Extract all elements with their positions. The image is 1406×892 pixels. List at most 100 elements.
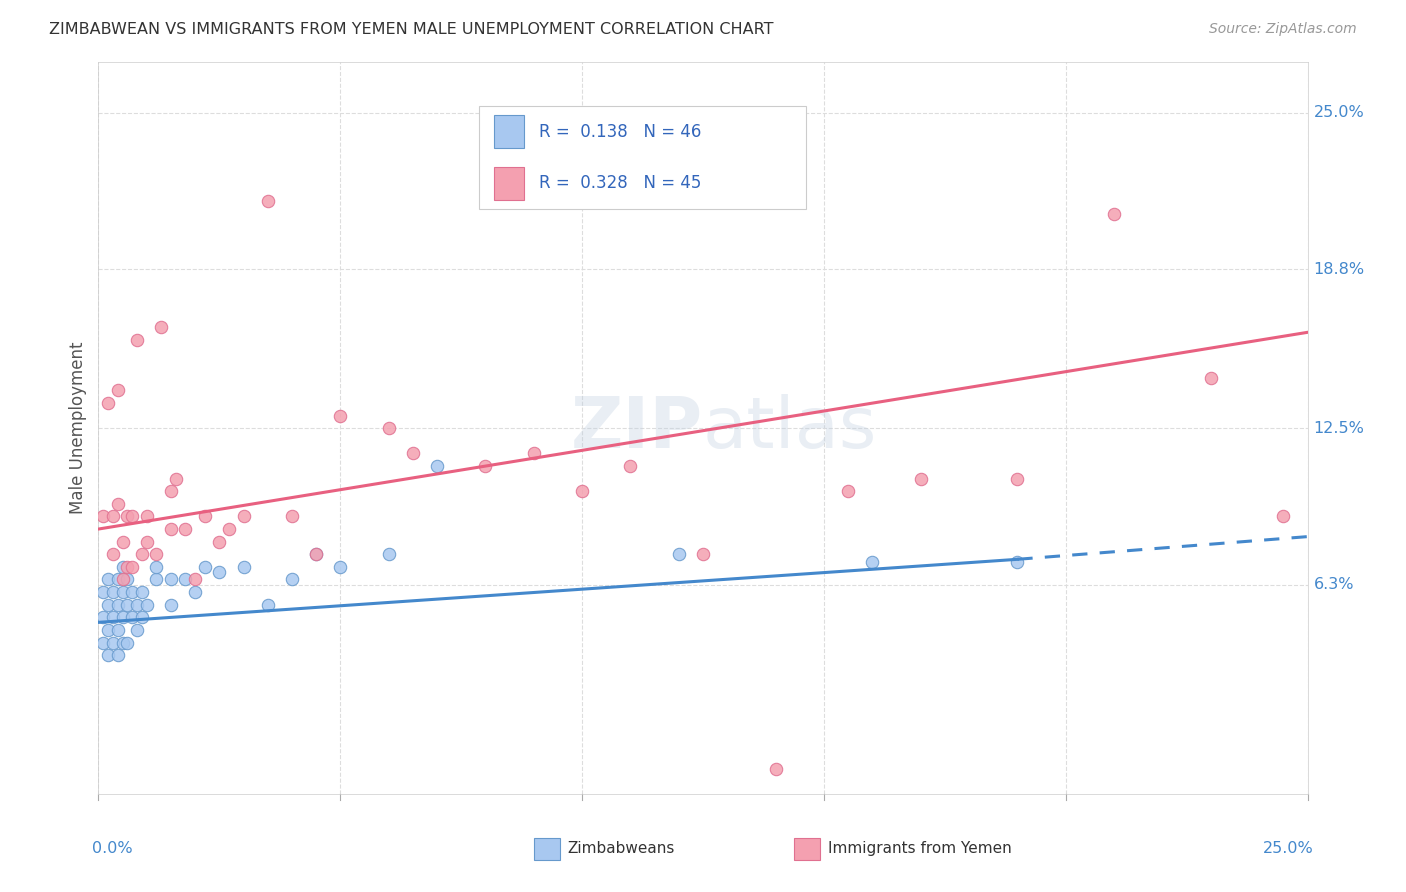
Point [1007,555,1029,569]
Bar [534,838,561,860]
Point [107,384,129,398]
Point [117,509,139,524]
Text: R =  0.138   N = 46: R = 0.138 N = 46 [538,122,702,141]
Point [111,534,134,549]
Point [232,509,254,524]
Point [194,560,217,574]
Point [117,635,139,649]
Point [111,573,134,587]
Point [91,509,114,524]
Point [101,610,124,624]
Point [184,585,207,599]
Point [135,598,157,612]
Text: Zimbabweans: Zimbabweans [568,841,675,856]
Text: atlas: atlas [703,393,877,463]
Point [305,547,328,561]
Point [474,458,496,473]
Point [121,509,143,524]
Point [127,598,149,612]
Point [377,547,399,561]
Point [127,333,149,347]
Point [910,472,932,486]
Point [121,560,143,574]
Point [101,585,124,599]
Point [160,573,183,587]
Point [232,560,254,574]
Text: Immigrants from Yemen: Immigrants from Yemen [828,841,1011,856]
Point [111,560,134,574]
Text: Source: ZipAtlas.com: Source: ZipAtlas.com [1209,22,1357,37]
Point [101,509,124,524]
Point [692,547,714,561]
Bar [494,115,524,148]
Point [117,560,139,574]
Point [329,560,352,574]
Point [523,446,546,460]
Point [97,396,120,410]
Text: ZIP: ZIP [571,393,703,463]
Point [145,573,167,587]
Point [131,610,153,624]
Point [97,623,120,637]
Point [111,635,134,649]
Text: 18.8%: 18.8% [1313,261,1365,277]
Point [174,573,197,587]
Point [107,648,129,662]
Point [131,547,153,561]
Point [145,547,167,561]
Point [127,623,149,637]
Point [1199,370,1222,384]
Point [194,509,217,524]
Point [837,484,859,499]
Point [101,635,124,649]
Point [91,610,114,624]
Point [571,484,593,499]
Text: 0.0%: 0.0% [93,841,134,856]
Point [402,446,425,460]
Point [1102,207,1125,221]
Point [160,484,183,499]
Point [121,610,143,624]
Point [145,560,167,574]
Bar [494,167,524,200]
Point [208,534,231,549]
Y-axis label: Male Unemployment: Male Unemployment [69,342,87,515]
Point [765,762,787,776]
Point [668,547,690,561]
Point [111,610,134,624]
Point [97,598,120,612]
Point [329,409,352,423]
Point [160,522,183,536]
FancyBboxPatch shape [479,106,806,209]
Point [619,458,641,473]
Text: 25.0%: 25.0% [1263,841,1313,856]
Point [426,458,449,473]
Point [1272,509,1295,524]
Point [160,598,183,612]
Point [256,598,278,612]
Text: R =  0.328   N = 45: R = 0.328 N = 45 [538,175,702,193]
Point [208,565,231,579]
Point [305,547,328,561]
Bar [793,838,820,860]
Point [281,573,304,587]
Point [131,585,153,599]
Point [135,509,157,524]
Point [117,598,139,612]
Point [111,585,134,599]
Point [91,635,114,649]
Text: 12.5%: 12.5% [1313,421,1364,435]
Point [184,573,207,587]
Point [97,573,120,587]
Point [174,522,197,536]
Point [150,320,173,334]
Point [218,522,240,536]
Text: 6.3%: 6.3% [1313,577,1354,592]
Point [281,509,304,524]
Point [107,573,129,587]
Point [91,585,114,599]
Point [860,555,883,569]
Point [121,585,143,599]
Point [107,497,129,511]
Text: ZIMBABWEAN VS IMMIGRANTS FROM YEMEN MALE UNEMPLOYMENT CORRELATION CHART: ZIMBABWEAN VS IMMIGRANTS FROM YEMEN MALE… [49,22,773,37]
